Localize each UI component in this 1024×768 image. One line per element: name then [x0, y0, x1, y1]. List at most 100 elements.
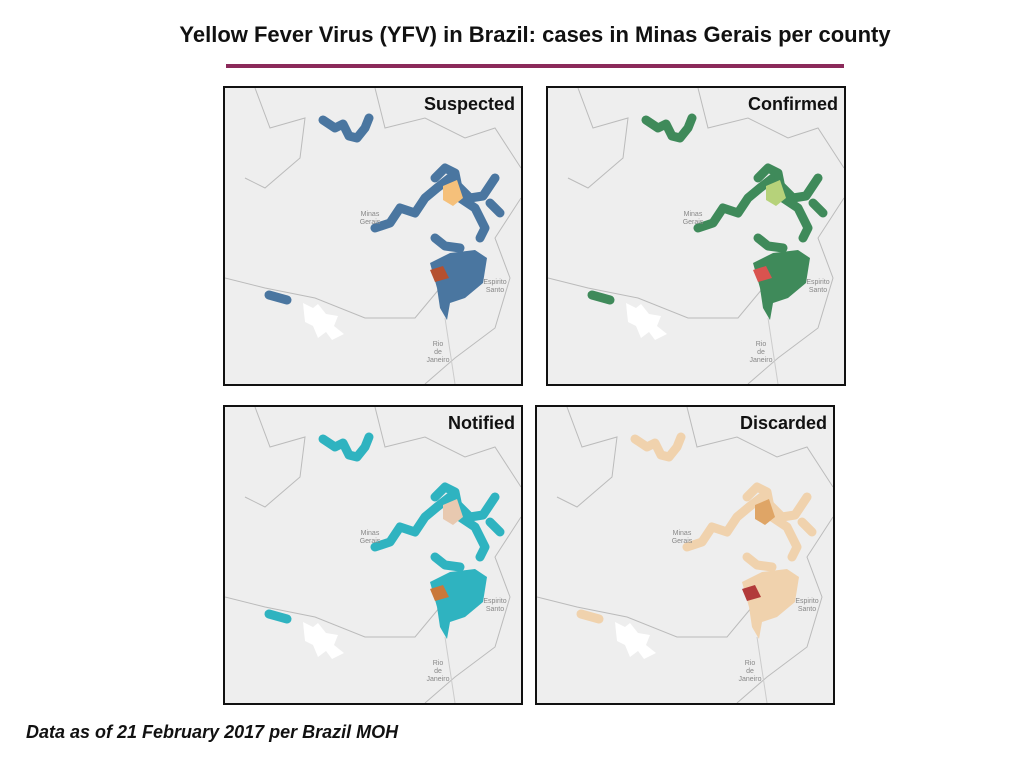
- map-label: Gerais: [360, 538, 381, 545]
- border: [767, 317, 779, 384]
- border: [244, 407, 306, 508]
- map-panel: Minas Gerais Espirito Santo Rio de Janeiro Conf…: [546, 86, 846, 386]
- map-label: Janeiro: [750, 357, 773, 364]
- border: [556, 407, 618, 508]
- border: [736, 516, 833, 703]
- affected-area: [485, 517, 505, 537]
- affected-area: [693, 173, 823, 233]
- affected-area: [430, 569, 487, 639]
- lake: [303, 622, 344, 659]
- panel-label: Notified: [448, 413, 515, 433]
- area-highlight: [430, 266, 449, 282]
- affected-area: [587, 290, 615, 305]
- title-rule: [226, 64, 844, 68]
- map-label: de: [434, 349, 442, 356]
- affected-area: [370, 173, 500, 233]
- map-label: Janeiro: [427, 676, 450, 683]
- border: [374, 88, 521, 169]
- border: [244, 88, 306, 189]
- map-label: de: [757, 349, 765, 356]
- area-highlight: [443, 180, 463, 206]
- border: [424, 516, 521, 703]
- map-label: Rio: [433, 341, 444, 348]
- map-label: Minas: [361, 530, 380, 537]
- border: [374, 407, 521, 488]
- panel-label: Suspected: [423, 94, 515, 114]
- border: [444, 636, 456, 703]
- border: [548, 277, 764, 319]
- map-label: Janeiro: [427, 357, 450, 364]
- border: [537, 596, 753, 638]
- border: [756, 636, 768, 703]
- affected-area: [753, 250, 810, 320]
- map-label: Minas: [684, 211, 703, 218]
- map-label: Gerais: [360, 219, 381, 226]
- area-highlight: [742, 585, 761, 601]
- map-label: Gerais: [672, 538, 693, 545]
- affected-area: [430, 233, 465, 253]
- border: [747, 197, 844, 384]
- affected-area: [370, 492, 500, 552]
- border: [424, 197, 521, 384]
- title: Yellow Fever Virus (YFV) in Brazil: case…: [179, 22, 891, 47]
- affected-area: [485, 198, 505, 218]
- border: [225, 277, 441, 319]
- affected-area: [742, 552, 777, 572]
- map-label: Rio: [756, 341, 767, 348]
- map-panel: Minas Gerais Espirito Santo Rio de Janeiro Disc…: [535, 405, 835, 705]
- map-label: Santo: [486, 606, 504, 613]
- map-label: Rio: [433, 660, 444, 667]
- map-label: Santo: [809, 287, 827, 294]
- border: [444, 317, 456, 384]
- panel-label: Discarded: [739, 413, 827, 433]
- map-label: Minas: [361, 211, 380, 218]
- border: [686, 407, 833, 488]
- footnote: Data as of 21 February 2017 per Brazil M…: [26, 722, 399, 742]
- affected-area: [753, 233, 788, 253]
- lake: [626, 303, 667, 340]
- affected-area: [641, 113, 697, 143]
- map-label: Espirito: [806, 279, 829, 286]
- area-highlight: [753, 266, 772, 282]
- area-highlight: [430, 585, 449, 601]
- affected-area: [264, 290, 292, 305]
- map-label: Santo: [486, 287, 504, 294]
- lake: [303, 303, 344, 340]
- area-highlight: [766, 180, 786, 206]
- map-label: de: [434, 668, 442, 675]
- panel-label: Confirmed: [748, 94, 838, 114]
- affected-area: [264, 609, 292, 624]
- border: [697, 88, 844, 169]
- affected-area: [430, 250, 487, 320]
- area-highlight: [443, 499, 463, 525]
- map-panel: Minas Gerais Espirito Santo Rio de Janeiro Noti…: [223, 405, 523, 705]
- map-label: Espirito: [795, 598, 818, 605]
- affected-area: [576, 609, 604, 624]
- map-label: Espirito: [483, 598, 506, 605]
- affected-area: [318, 432, 374, 462]
- map-label: Santo: [798, 606, 816, 613]
- map-label: Rio: [745, 660, 756, 667]
- affected-area: [742, 569, 799, 639]
- affected-area: [808, 198, 828, 218]
- border: [225, 596, 441, 638]
- affected-area: [430, 552, 465, 572]
- affected-area: [630, 432, 686, 462]
- map-label: Janeiro: [739, 676, 762, 683]
- map-panel: Minas Gerais Espirito Santo Rio de Janeiro Susp…: [223, 86, 523, 386]
- lake: [615, 622, 656, 659]
- map-label: de: [746, 668, 754, 675]
- map-label: Gerais: [683, 219, 704, 226]
- affected-area: [797, 517, 817, 537]
- affected-area: [682, 492, 812, 552]
- affected-area: [318, 113, 374, 143]
- border: [567, 88, 629, 189]
- map-label: Espirito: [483, 279, 506, 286]
- area-highlight: [755, 499, 775, 525]
- map-label: Minas: [673, 530, 692, 537]
